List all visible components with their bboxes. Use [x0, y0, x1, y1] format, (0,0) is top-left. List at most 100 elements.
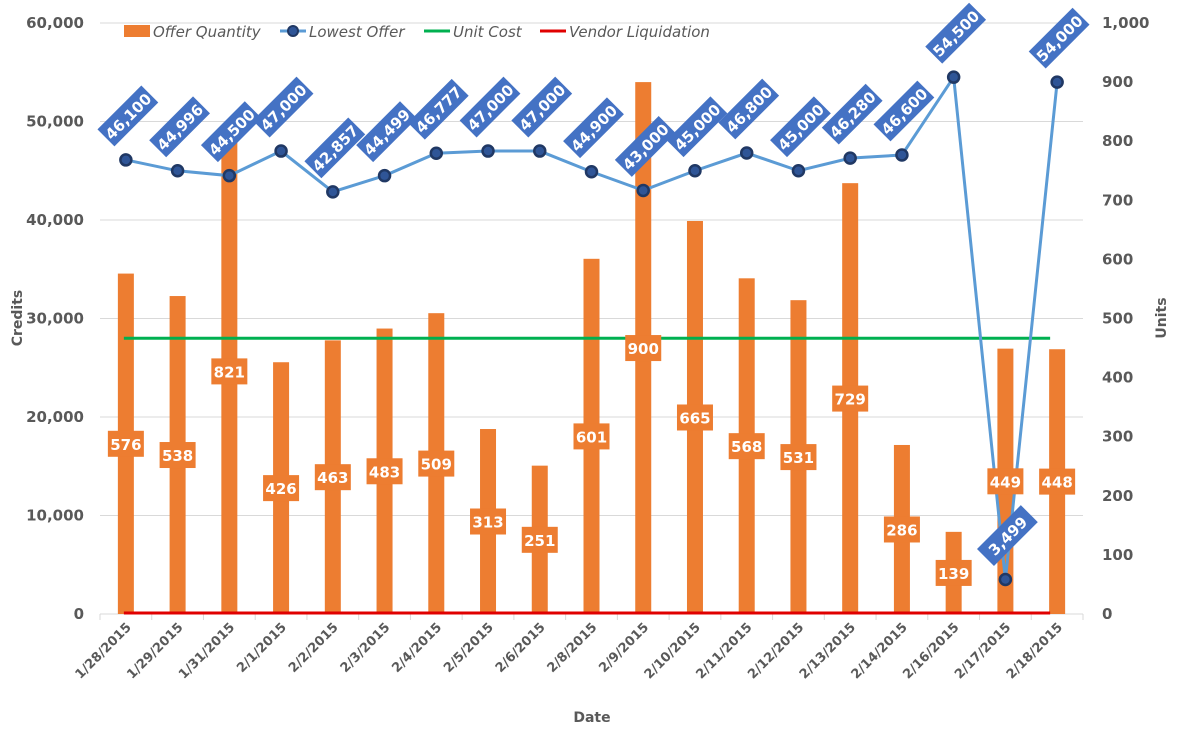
- x-tick-label: 2/18/2015: [1004, 620, 1066, 682]
- bar-label-box: [314, 464, 351, 491]
- x-axis: 1/28/20151/29/20151/31/20152/1/20152/2/2…: [73, 613, 1084, 682]
- lowest-offer-point: [636, 183, 650, 198]
- lowest-offer-value-label: 44,499: [356, 101, 417, 163]
- offer-label-box: [200, 101, 262, 163]
- bar-value-label: 509: [418, 450, 455, 477]
- bar-label-box: [987, 468, 1024, 495]
- offer-label-text: 45,000: [671, 101, 725, 155]
- offer-label-box: [718, 78, 780, 140]
- bar-label-text: 483: [369, 463, 400, 481]
- y2-tick-label: 400: [1102, 369, 1133, 387]
- y2-tick-label: 0: [1102, 605, 1112, 623]
- legend-marker-lowest-offer: [287, 25, 299, 37]
- y2-tick-label: 1,000: [1102, 14, 1149, 32]
- bar-label-box: [573, 423, 610, 450]
- lowest-offer-points: [119, 70, 1064, 587]
- bar-label-box: [470, 508, 507, 535]
- offer-label-box: [1028, 7, 1090, 69]
- bar-value-label: 449: [987, 468, 1024, 495]
- bar-value-label: 483: [366, 458, 403, 485]
- offer-quantity-labels: 576 538 821 426 463 483 509 313 251 601 900 665 568 5…: [107, 335, 1076, 586]
- legend-label-vendor-liquidation: Vendor Liquidation: [569, 23, 710, 41]
- x-tick-label: 2/8/2015: [545, 620, 601, 676]
- y2-tick-label: 700: [1102, 191, 1133, 209]
- lowest-offer-point: [326, 185, 340, 199]
- offer-label-box: [252, 76, 314, 138]
- bar-label-text: 531: [783, 449, 814, 467]
- bar-label-text: 251: [524, 532, 555, 550]
- y2-tick-label: 300: [1102, 428, 1133, 446]
- bar-value-label: 821: [211, 358, 248, 385]
- bar-label-box: [263, 475, 300, 502]
- bar-value-label: 568: [728, 433, 765, 460]
- offer-label-text: 42,857: [309, 122, 363, 176]
- legend-label-lowest-offer: Lowest Offer: [309, 23, 405, 41]
- offer-label-box: [149, 96, 211, 158]
- offer-label-text: 47,000: [516, 81, 570, 135]
- lowest-offer-value-label: 47,000: [511, 76, 573, 138]
- bar-label-box: [883, 516, 920, 543]
- bar-label-text: 509: [421, 456, 452, 474]
- lowest-offer-value-label: 47,000: [459, 76, 521, 138]
- y-tick-label: 40,000: [26, 211, 84, 229]
- bar-value-label: 426: [263, 475, 300, 502]
- bar-label-text: 448: [1041, 474, 1072, 492]
- y-tick-label: 10,000: [26, 507, 84, 525]
- offer-label-box: [976, 505, 1038, 566]
- offer-label-text: 45,000: [774, 101, 828, 155]
- bar-label-text: 463: [317, 469, 348, 487]
- offer-label-box: [873, 80, 935, 142]
- lowest-offer-value-label: 42,857: [304, 117, 366, 179]
- lowest-offer-point: [274, 144, 288, 158]
- x-tick-label: 2/5/2015: [441, 620, 497, 676]
- x-tick-label: 2/9/2015: [596, 620, 652, 676]
- bar-label-text: 286: [886, 521, 917, 539]
- bar-label-box: [1039, 468, 1076, 495]
- offer-label-box: [356, 101, 417, 163]
- bar-label-text: 538: [162, 447, 193, 465]
- bar-value-label: 448: [1039, 468, 1076, 495]
- bar-value-label: 900: [625, 335, 662, 362]
- offer-label-text: 46,777: [412, 83, 466, 137]
- bar-label-box: [521, 526, 558, 553]
- lowest-offer-value-label: 44,900: [563, 97, 624, 159]
- lowest-offer-value-label: 54,000: [1028, 7, 1090, 69]
- lowest-offer-point: [843, 151, 857, 165]
- offer-label-box: [459, 76, 521, 138]
- right-axis-ticks: 0 100 200 300 400 500 600 700 800 900 1,000: [1102, 14, 1149, 623]
- lowest-offer-value-label: 44,996: [149, 96, 211, 158]
- offer-label-box: [925, 2, 987, 64]
- y2-axis-title: Units: [1154, 297, 1170, 338]
- bar-label-box: [211, 358, 248, 385]
- offer-label-box: [563, 97, 624, 159]
- bar-value-label: 729: [832, 385, 869, 412]
- bar-label-text: 821: [214, 363, 245, 381]
- bar-label-text: 449: [990, 473, 1021, 491]
- offer-label-box: [407, 78, 469, 140]
- offer-label-box: [614, 116, 676, 177]
- bar-label-box: [418, 450, 455, 477]
- lowest-offer-value-label: 46,280: [821, 83, 883, 145]
- offer-label-box: [821, 83, 883, 145]
- bar-label-text: 900: [628, 340, 659, 358]
- bar-label-box: [625, 335, 662, 362]
- lowest-offer-point: [688, 164, 702, 178]
- bar-label-text: 139: [938, 565, 969, 583]
- lowest-offer-point: [533, 144, 547, 158]
- offer-label-text: 44,996: [153, 101, 207, 155]
- offer-label-text: 54,500: [930, 7, 984, 61]
- bar-label-box: [159, 442, 196, 469]
- lowest-offer-value-label: 46,100: [97, 85, 159, 147]
- bar-value-label: 286: [883, 516, 920, 543]
- x-tick-label: 2/6/2015: [493, 620, 549, 676]
- y-tick-label: 60,000: [26, 14, 84, 32]
- legend-swatch-offer-quantity: [124, 25, 150, 37]
- lowest-offer-point: [377, 168, 392, 183]
- offer-label-box: [666, 96, 728, 158]
- bar-label-box: [728, 433, 765, 460]
- offer-label-box: [304, 117, 366, 179]
- lowest-offer-point: [998, 572, 1013, 587]
- x-axis-title: Date: [573, 710, 610, 726]
- offer-label-text: 46,800: [723, 83, 777, 137]
- bar-label-text: 729: [835, 391, 866, 409]
